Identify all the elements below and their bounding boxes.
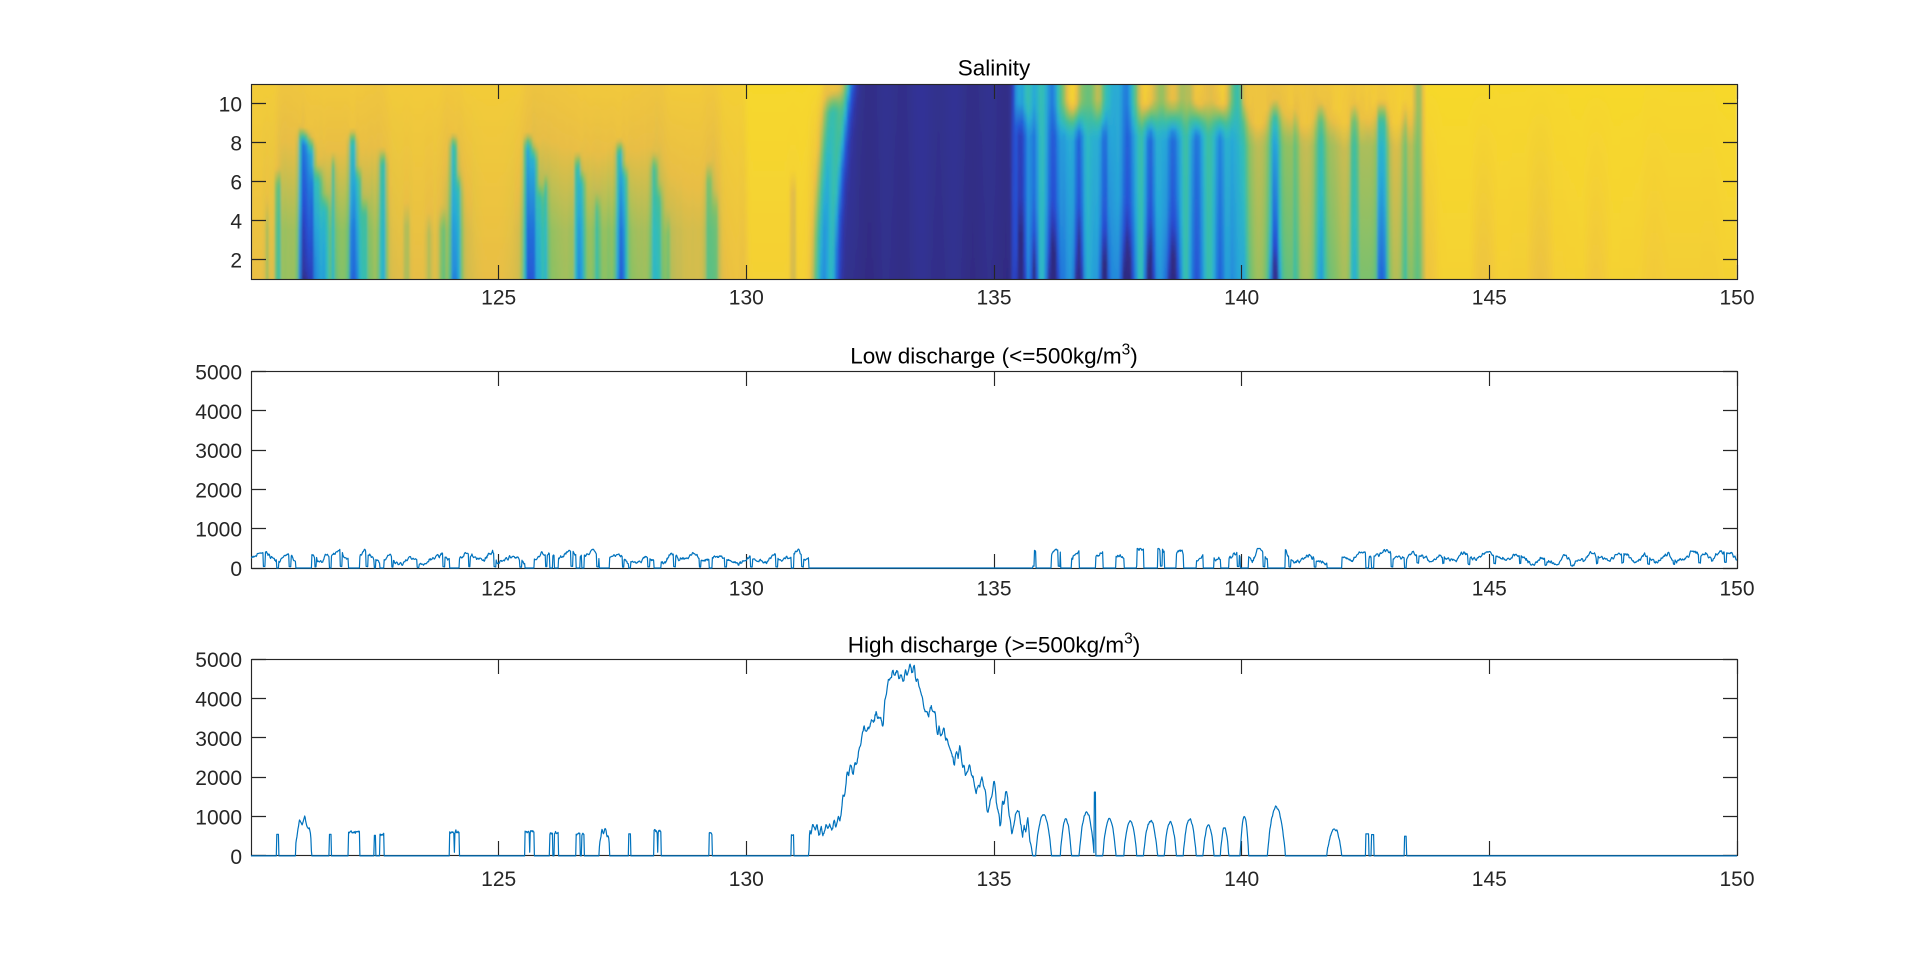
- svg-text:5000: 5000: [195, 362, 242, 385]
- svg-text:2000: 2000: [195, 479, 242, 502]
- svg-text:1000: 1000: [195, 519, 242, 542]
- svg-text:125: 125: [481, 868, 516, 891]
- svg-text:135: 135: [976, 287, 1011, 310]
- svg-text:145: 145: [1472, 868, 1507, 891]
- svg-text:140: 140: [1224, 868, 1259, 891]
- svg-text:6: 6: [230, 172, 242, 195]
- svg-text:4000: 4000: [195, 689, 242, 712]
- svg-text:1000: 1000: [195, 807, 242, 830]
- svg-text:5000: 5000: [195, 649, 242, 672]
- svg-text:150: 150: [1719, 578, 1754, 601]
- svg-text:High discharge (>=500kg/m3): High discharge (>=500kg/m3): [848, 631, 1141, 658]
- svg-text:135: 135: [976, 578, 1011, 601]
- svg-text:130: 130: [729, 578, 764, 601]
- svg-text:150: 150: [1719, 868, 1754, 891]
- svg-text:8: 8: [230, 133, 242, 156]
- svg-text:145: 145: [1472, 578, 1507, 601]
- svg-text:Salinity: Salinity: [958, 56, 1031, 81]
- svg-text:4: 4: [230, 211, 242, 234]
- svg-text:3000: 3000: [195, 728, 242, 751]
- svg-text:140: 140: [1224, 287, 1259, 310]
- svg-text:Low discharge (<=500kg/m3): Low discharge (<=500kg/m3): [850, 341, 1138, 368]
- svg-text:125: 125: [481, 287, 516, 310]
- svg-text:145: 145: [1472, 287, 1507, 310]
- svg-text:10: 10: [219, 94, 242, 117]
- svg-text:140: 140: [1224, 578, 1259, 601]
- svg-text:4000: 4000: [195, 401, 242, 424]
- svg-text:3000: 3000: [195, 440, 242, 463]
- svg-text:0: 0: [230, 558, 242, 581]
- svg-text:2: 2: [230, 250, 242, 273]
- svg-text:2000: 2000: [195, 767, 242, 790]
- svg-text:130: 130: [729, 287, 764, 310]
- svg-text:130: 130: [729, 868, 764, 891]
- svg-text:150: 150: [1719, 287, 1754, 310]
- svg-text:0: 0: [230, 846, 242, 869]
- svg-text:135: 135: [976, 868, 1011, 891]
- svg-text:125: 125: [481, 578, 516, 601]
